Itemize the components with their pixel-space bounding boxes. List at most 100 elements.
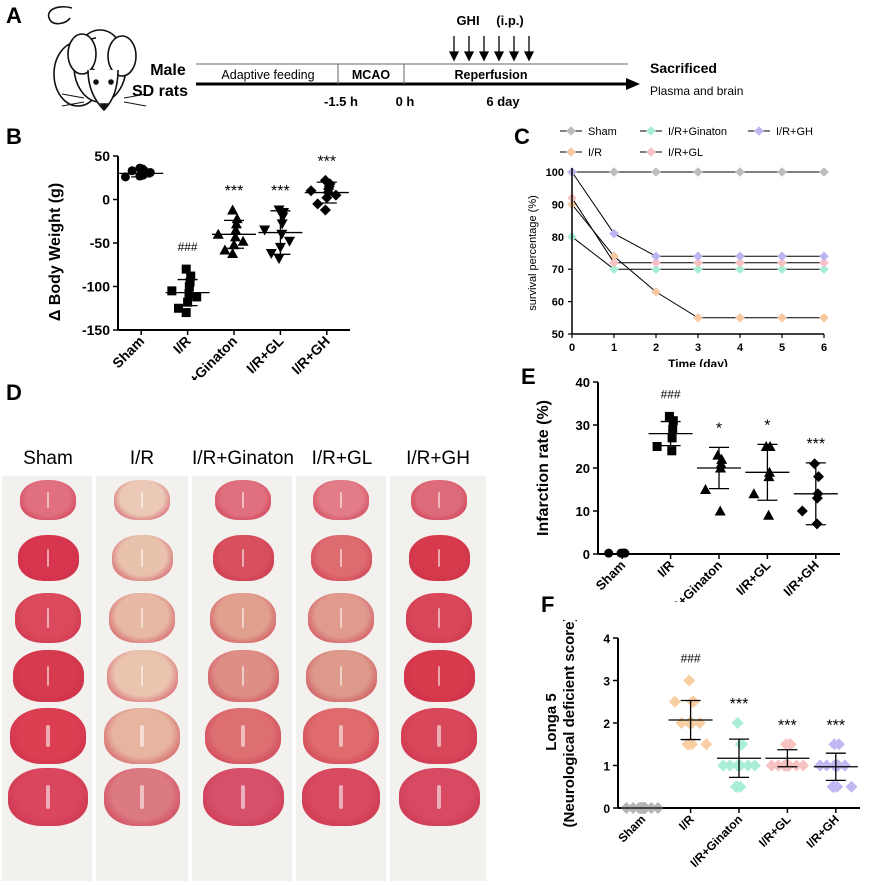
- endpoint-sublabel: Plasma and brain: [650, 84, 743, 98]
- data-point: [763, 471, 775, 482]
- y-tick-label: 3: [603, 675, 610, 689]
- data-point: [811, 518, 823, 530]
- slice-midline: [437, 492, 441, 508]
- y-tick-label: 60: [552, 297, 564, 309]
- injection-arrows: [448, 36, 535, 62]
- data-point: [790, 759, 803, 772]
- x-tick-label: 6: [821, 342, 827, 354]
- data-point: [259, 225, 271, 236]
- slice-midline: [46, 665, 50, 687]
- subject-line1: Male: [150, 62, 186, 79]
- y-tick-label: 90: [552, 199, 564, 211]
- data-point: [748, 759, 761, 772]
- data-point: [683, 674, 696, 687]
- slice-group-title: Sham: [23, 448, 73, 469]
- significance-label: ***: [271, 183, 290, 200]
- slice-midline: [339, 548, 343, 568]
- y-axis-title: survival percentage (%): [527, 195, 539, 311]
- slice-midline: [437, 785, 441, 809]
- data-point: [668, 416, 678, 426]
- brain-slice: [406, 593, 472, 643]
- data-point: [731, 717, 744, 729]
- slice-midline: [437, 608, 441, 628]
- brain-slice: [12, 650, 84, 702]
- data-point: [305, 185, 317, 197]
- brain-slice: [313, 480, 369, 520]
- data-point: [700, 484, 711, 494]
- y-axis-title: Longa 5: [543, 693, 560, 751]
- brain-slice: [308, 593, 374, 643]
- data-point: [777, 257, 787, 268]
- slice-midline: [46, 492, 50, 508]
- data-point: [832, 738, 845, 751]
- slice-midline: [339, 785, 343, 809]
- brain-slice: [15, 593, 81, 643]
- data-point: [167, 286, 177, 296]
- panel-label-e: E: [521, 364, 536, 389]
- slice-midline: [241, 492, 245, 508]
- data-point: [797, 759, 810, 772]
- brain-slice: [111, 535, 173, 581]
- data-point: [181, 264, 191, 274]
- data-point: [777, 264, 787, 274]
- y-tick-label: 80: [552, 232, 564, 244]
- slice-midline: [46, 608, 50, 628]
- data-point: [819, 313, 829, 323]
- brain-slice: [411, 480, 467, 520]
- x-tick-label: 4: [737, 342, 744, 354]
- data-point: [120, 172, 130, 182]
- data-point: [230, 224, 242, 235]
- slice-midline: [46, 724, 50, 748]
- phase-label: Reperfusion: [455, 68, 528, 82]
- brain-slice: [210, 593, 276, 643]
- data-point: [284, 236, 295, 247]
- y-tick-label: 30: [576, 418, 590, 433]
- data-point: [237, 235, 249, 246]
- significance-label: ###: [681, 652, 701, 666]
- data-point: [809, 458, 821, 470]
- data-point: [667, 446, 677, 456]
- slice-midline: [339, 665, 343, 687]
- data-point: [828, 759, 841, 772]
- brain-slice: [20, 480, 76, 520]
- y-tick-label: -150: [82, 322, 110, 338]
- brain-slice: [114, 480, 170, 520]
- slice-midline: [241, 608, 245, 628]
- slice-midline: [46, 548, 50, 568]
- significance-label: ***: [806, 436, 825, 453]
- y-axis-title: Infarction rate (%): [535, 400, 552, 536]
- significance-label: ***: [778, 717, 797, 734]
- data-point: [845, 780, 858, 793]
- data-point: [734, 780, 747, 793]
- time-label: 0 h: [396, 94, 415, 109]
- y-tick-label: -100: [82, 279, 110, 295]
- panel-label-d: D: [6, 380, 22, 405]
- x-axis-title: Time (day): [668, 357, 728, 367]
- chart-c-survival: 100 90 80 70 60 50 0 1 2 3 4 5 6 Time (day) survival p…: [527, 126, 829, 367]
- significance-label: ###: [178, 240, 198, 254]
- slice-midline: [339, 492, 343, 508]
- data-point: [319, 204, 331, 216]
- data-point: [174, 303, 183, 313]
- brain-slice: [215, 480, 271, 520]
- significance-label: ***: [317, 153, 336, 170]
- brain-slice: [10, 708, 86, 764]
- data-point: [831, 780, 844, 793]
- data-point: [312, 198, 324, 210]
- y-tick-label: 50: [552, 329, 564, 341]
- significance-label: ***: [225, 183, 244, 200]
- data-point: [219, 244, 231, 255]
- data-point: [192, 292, 202, 302]
- brain-slice: [109, 593, 175, 643]
- legend-label: I/R+GL: [668, 147, 703, 159]
- slice-midline: [241, 548, 245, 568]
- data-point: [186, 271, 196, 281]
- time-label: -1.5 h: [324, 94, 358, 109]
- data-point: [667, 433, 677, 443]
- significance-label: *: [764, 417, 770, 434]
- slice-midline: [241, 724, 245, 748]
- data-point: [777, 313, 787, 323]
- significance-label: ###: [661, 387, 681, 401]
- legend-label: I/R: [588, 147, 602, 159]
